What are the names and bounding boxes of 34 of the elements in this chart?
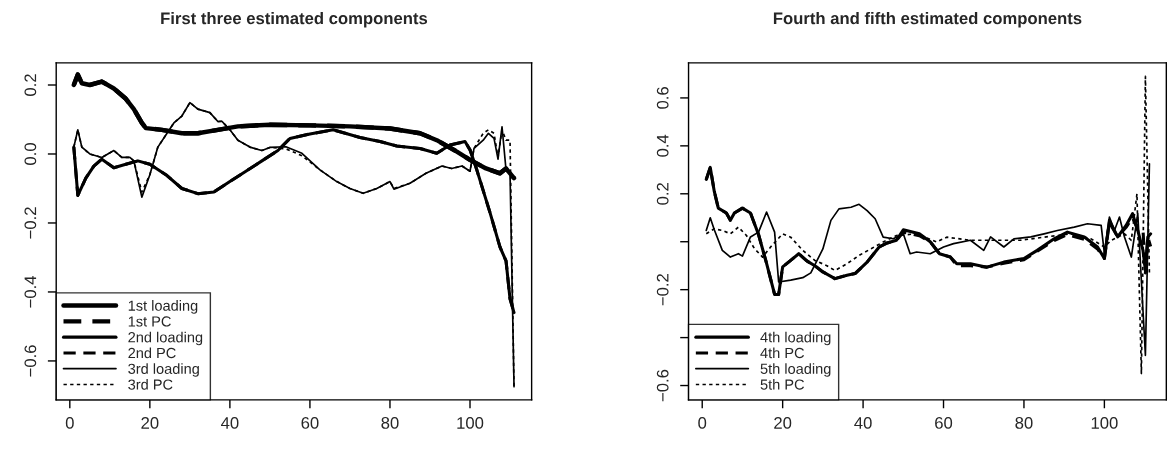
legend-label: 1st PC — [128, 316, 171, 327]
x-tick-label: 80 — [381, 417, 399, 429]
y-tick-label: −0.6 — [24, 345, 37, 377]
x-tick-label: 20 — [774, 417, 792, 429]
legend-label: 4th PC — [760, 347, 805, 359]
legend-label: 2nd loading — [128, 331, 203, 346]
y-tick-label: 0.4 — [656, 134, 669, 157]
x-tick-label: 80 — [1015, 417, 1033, 429]
x-tick-label: 60 — [935, 417, 953, 429]
y-tick-label: −0.6 — [656, 369, 669, 402]
legend-label: 1st loading — [128, 300, 198, 314]
legend-label: 3rd PC — [128, 379, 173, 390]
x-tick-label: 0 — [65, 417, 74, 429]
chart-title: Fourth and fifth estimated components — [773, 11, 1082, 28]
chart-title: First three estimated components — [161, 11, 428, 28]
legend-label: 4th loading — [760, 331, 831, 346]
y-tick-label: 0.2 — [24, 74, 37, 96]
legend-label: 2nd PC — [128, 347, 176, 359]
x-tick-label: 20 — [141, 417, 159, 429]
x-tick-label: 40 — [221, 417, 239, 429]
legend-label: 3rd loading — [128, 363, 199, 377]
x-tick-label: 100 — [1091, 417, 1118, 429]
y-tick-label: −0.2 — [656, 274, 669, 306]
x-tick-label: 100 — [457, 417, 484, 429]
x-tick-label: 60 — [301, 417, 319, 429]
y-tick-label: −0.4 — [24, 275, 37, 308]
y-tick-label: 0.0 — [24, 143, 37, 165]
legend-label: 5th PC — [760, 379, 805, 390]
y-tick-label: 0.6 — [656, 87, 669, 109]
legend-label: 5th loading — [760, 363, 831, 377]
y-tick-label: 0.2 — [656, 183, 669, 205]
y-tick-label: −0.2 — [24, 207, 37, 239]
x-tick-label: 0 — [698, 417, 707, 429]
x-tick-label: 40 — [854, 417, 872, 429]
